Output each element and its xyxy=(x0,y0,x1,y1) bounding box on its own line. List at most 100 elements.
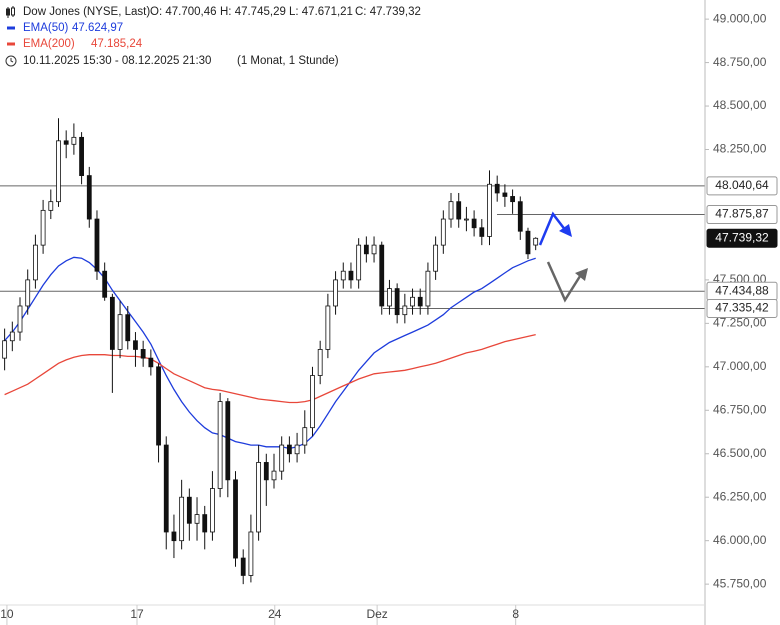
candle-body xyxy=(263,462,269,481)
candle-body xyxy=(186,496,192,524)
candle-body xyxy=(17,305,23,333)
candle-body xyxy=(348,270,354,281)
candle-body xyxy=(217,401,223,489)
candle-body xyxy=(79,136,84,176)
y-tick-label: 46.500,00 xyxy=(713,446,767,460)
candle-body xyxy=(417,296,423,307)
x-tick-label: 10 xyxy=(0,607,14,621)
candle-body xyxy=(464,218,469,221)
candle-body xyxy=(56,140,61,203)
blue-arrow xyxy=(538,211,572,246)
candle-body xyxy=(25,279,31,307)
legend-value: 47.624,97 xyxy=(72,22,123,34)
y-tick-label: 47.000,00 xyxy=(713,359,767,373)
price-box xyxy=(706,205,778,225)
header: Dow Jones (NYSE, Last) O: 47.700,46 H: 4… xyxy=(5,6,421,67)
y-tick-label: 45.750,00 xyxy=(713,576,767,590)
candle-body xyxy=(33,244,38,281)
price-label: 47.739,32 xyxy=(715,230,769,244)
candle-body xyxy=(294,444,300,455)
candle-body xyxy=(302,427,308,446)
candle-body xyxy=(440,218,446,246)
price-label: 47.434,88 xyxy=(715,283,769,297)
candle-body xyxy=(340,270,346,281)
ema-line xyxy=(4,256,536,450)
price-label: 48.040,64 xyxy=(715,178,769,192)
candle-body xyxy=(479,227,485,237)
clock-icon xyxy=(5,55,17,67)
plot-area xyxy=(0,118,705,585)
candle-body xyxy=(333,279,338,307)
x-tick-label: 17 xyxy=(130,607,144,621)
period: 10.11.2025 15:30 - 08.12.2025 21:30 xyxy=(23,55,211,67)
candle-body xyxy=(279,444,285,472)
candle-body xyxy=(233,479,238,559)
grey-arrow xyxy=(546,261,588,303)
candle-body xyxy=(448,201,454,220)
legend-value: 47.185,24 xyxy=(91,38,143,50)
candle-body xyxy=(163,444,169,533)
candle-body xyxy=(86,175,92,220)
legend-name: EMA(50) xyxy=(23,22,69,34)
candle-body xyxy=(487,183,492,237)
x-tick-label: Dez xyxy=(366,607,387,621)
price-box xyxy=(706,176,778,196)
candle-body xyxy=(94,218,100,272)
candle-body xyxy=(71,136,77,145)
candle-body xyxy=(310,375,315,429)
candle-body xyxy=(325,305,331,350)
candle-body xyxy=(456,201,462,220)
x-tick-label: 24 xyxy=(268,607,282,621)
candle-body xyxy=(109,296,115,350)
candle-body xyxy=(286,444,292,455)
title: Dow Jones (NYSE, Last) xyxy=(23,6,150,18)
candle-body xyxy=(48,201,54,211)
candle-body xyxy=(210,488,215,533)
candle-body xyxy=(248,531,254,576)
candle-body xyxy=(379,244,385,307)
candle-body xyxy=(425,270,431,307)
y-tick-label: 46.250,00 xyxy=(713,489,767,503)
resolution: (1 Monat, 1 Stunde) xyxy=(237,55,339,67)
candle-body xyxy=(133,340,138,350)
candle-body xyxy=(9,331,15,342)
candle-body xyxy=(356,244,362,281)
candle-body xyxy=(317,349,323,376)
candle-body xyxy=(525,230,531,255)
price-label: 47.875,87 xyxy=(715,207,769,221)
candle-body xyxy=(225,401,231,481)
ohlc-label: H: 47.745,29 xyxy=(220,6,286,18)
price-label: 47.335,42 xyxy=(715,301,769,315)
ohlc-label: O: 47.700,46 xyxy=(150,6,217,18)
ohlc-label: L: 47.671,21 xyxy=(289,6,353,18)
candle-body xyxy=(40,209,46,246)
candle-body xyxy=(271,470,277,481)
candle-body xyxy=(494,183,500,194)
candle-body xyxy=(102,270,108,298)
price-box xyxy=(706,228,778,248)
candle-body xyxy=(148,357,154,368)
ema-line xyxy=(4,333,536,404)
candle-body xyxy=(117,314,123,350)
y-tick-label: 48.750,00 xyxy=(713,55,767,69)
candle-body xyxy=(156,366,161,446)
candle-body xyxy=(2,340,8,359)
y-tick-label: 48.500,00 xyxy=(713,98,767,112)
ohlc-label: C: 47.739,32 xyxy=(355,6,421,18)
x-tick-label: 8 xyxy=(512,607,519,621)
price-box xyxy=(706,299,778,319)
candle-body xyxy=(433,244,439,272)
y-tick-label: 49.000,00 xyxy=(713,11,767,25)
candle-body xyxy=(179,496,185,542)
candle-body xyxy=(171,531,177,542)
candle-body xyxy=(256,462,262,533)
candle-body xyxy=(140,349,146,359)
candle-body xyxy=(63,140,69,145)
y-tick-label: 46.750,00 xyxy=(713,402,767,416)
candle-body xyxy=(502,192,508,197)
candle-body xyxy=(194,514,200,524)
candle-icon xyxy=(6,6,15,18)
candle-body xyxy=(410,296,415,307)
candle-body xyxy=(363,244,369,255)
y-tick-label: 48.250,00 xyxy=(713,142,767,156)
